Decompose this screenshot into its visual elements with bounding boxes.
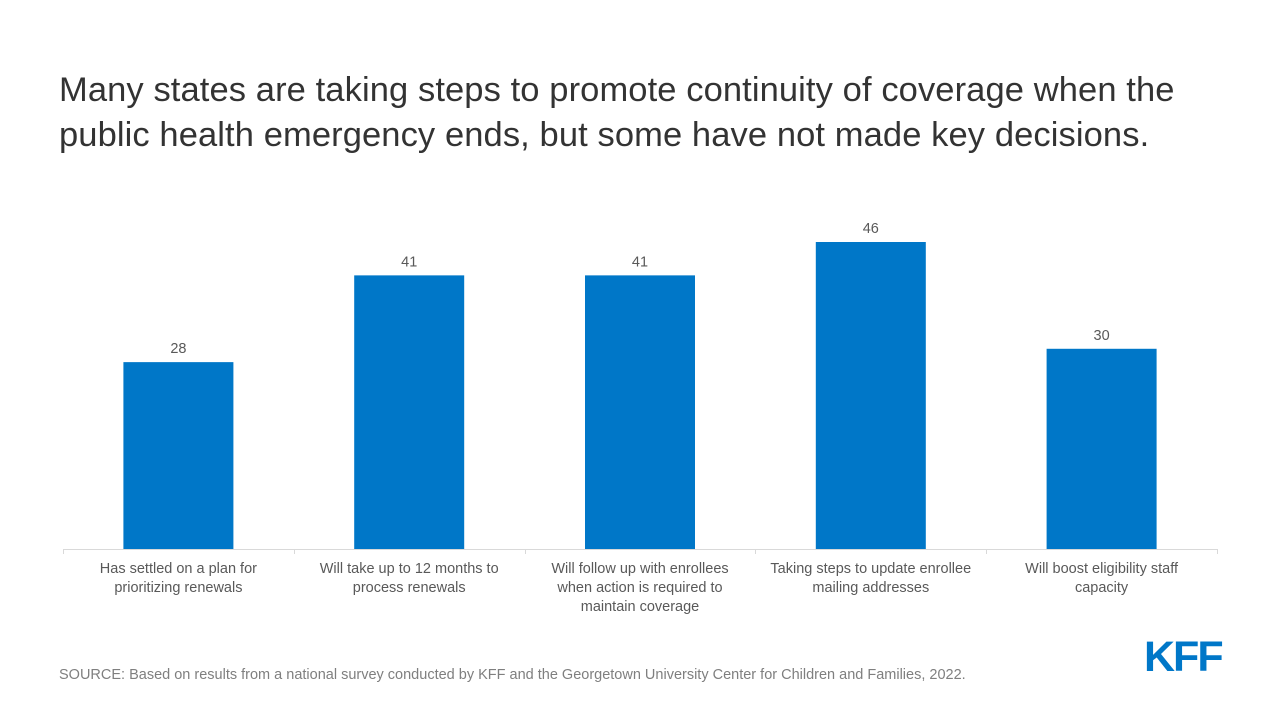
category-label-line: capacity [1075, 580, 1129, 596]
category-label-line: prioritizing renewals [114, 580, 242, 596]
category-label-line: Will boost eligibility staff [1025, 561, 1179, 577]
category-label: Will boost eligibility staff capacity [1025, 561, 1179, 596]
chart-title: Many states are taking steps to promote … [59, 71, 1175, 154]
category-label: Will follow up with enrollees when action… [551, 561, 728, 615]
category-label-line: mailing addresses [812, 580, 929, 596]
category-label: Will take up to 12 months to process rene… [320, 561, 499, 596]
category-label: Taking steps to update enrollee mailing a… [770, 561, 971, 596]
category-label-line: process renewals [353, 580, 466, 596]
category-label-line: Has settled on a plan for [100, 561, 257, 577]
data-label: 28 [170, 341, 186, 357]
category-label-line: maintain coverage [581, 599, 700, 615]
category-label-line: Will take up to 12 months to [320, 561, 499, 577]
bar [585, 275, 695, 549]
category-label-line: when action is required to [556, 580, 722, 596]
data-label: 41 [401, 254, 417, 270]
bar [1046, 348, 1157, 549]
kff-logo: KFF [1144, 633, 1224, 681]
data-label: 46 [863, 221, 879, 237]
bar [815, 242, 926, 549]
data-label: 30 [1094, 328, 1110, 344]
bar [123, 362, 234, 549]
category-label-line: Will follow up with enrollees [551, 561, 728, 577]
data-label: 41 [632, 254, 648, 270]
bar [354, 275, 465, 549]
category-label: Has settled on a plan for prioritizing re… [100, 561, 257, 596]
source-note: SOURCE: Based on results from a national… [59, 667, 966, 683]
category-label-line: Taking steps to update enrollee [770, 561, 971, 577]
